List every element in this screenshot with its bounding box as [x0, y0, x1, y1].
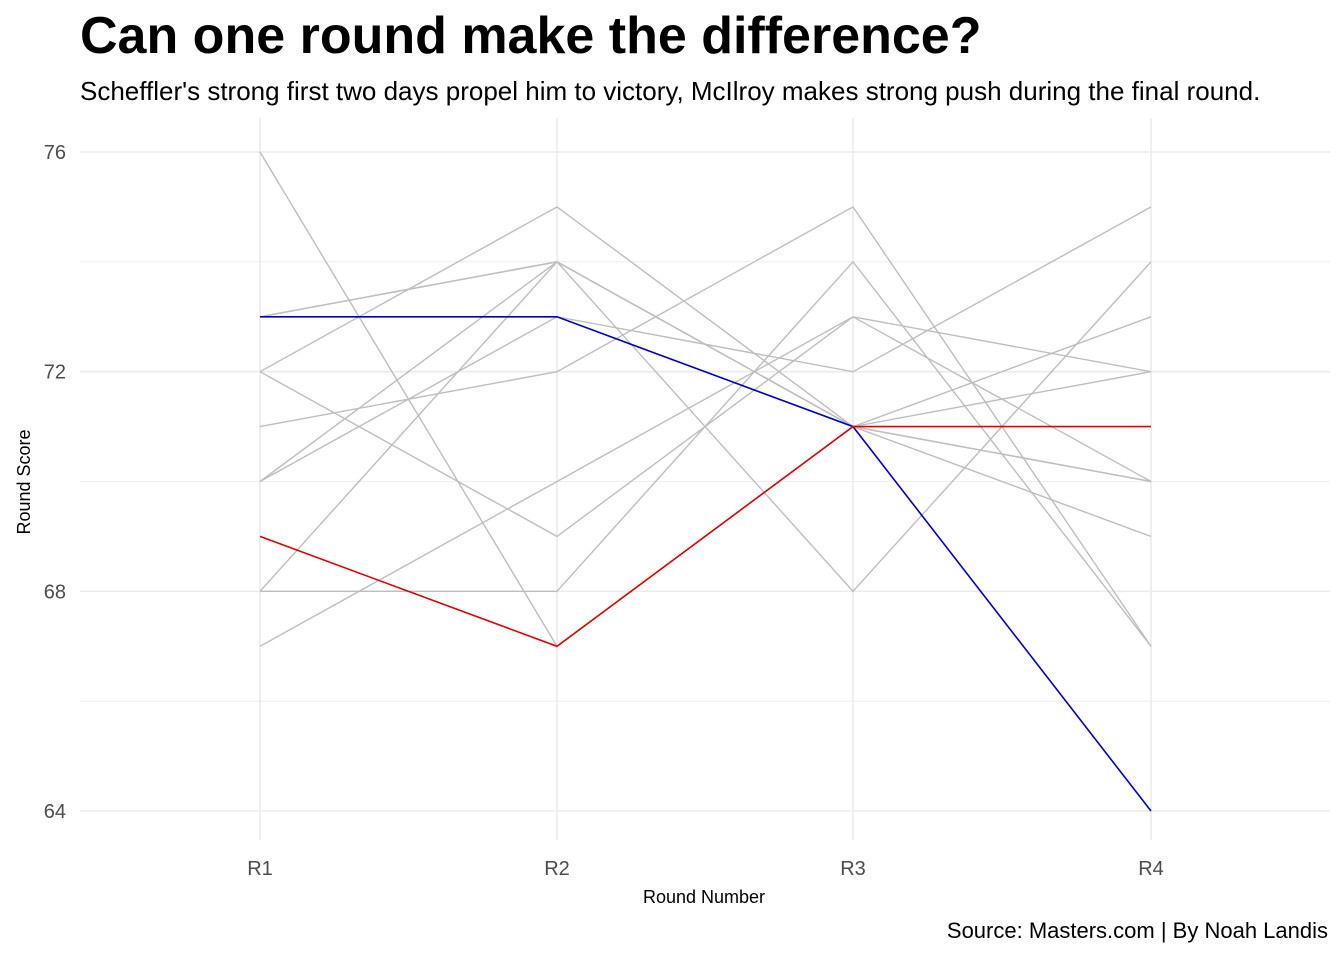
- y-tick-label: 76: [44, 142, 66, 164]
- series-lines-gray: [259, 151, 1152, 648]
- x-axis-title: Round Number: [643, 887, 765, 907]
- x-tick-label-r3: R3: [840, 858, 866, 880]
- x-tick-label-r2: R2: [544, 858, 570, 880]
- grid: [80, 118, 1330, 840]
- x-axis-ticks: R1 R2 R3 R4: [247, 858, 1164, 880]
- chart-subtitle: Scheffler's strong first two days propel…: [80, 76, 1261, 106]
- chart-caption: Source: Masters.com | By Noah Landis: [946, 918, 1328, 943]
- series-line-other-8: [259, 260, 1152, 592]
- y-tick-label: 72: [44, 362, 66, 384]
- y-axis-title: Round Score: [14, 429, 34, 534]
- series-line-red-12: [259, 425, 1151, 648]
- series-line-other-9: [260, 260, 1152, 647]
- chart-title: Can one round make the difference?: [80, 7, 982, 65]
- x-tick-label-r4: R4: [1138, 858, 1164, 880]
- x-tick-label-r1: R1: [247, 858, 273, 880]
- y-tick-label: 68: [44, 581, 66, 603]
- y-tick-label: 64: [44, 801, 66, 823]
- y-axis-ticks: 64 68 72 76: [44, 142, 66, 823]
- series-line-blue-11: [260, 315, 1152, 812]
- series-lines-highlight: [259, 315, 1152, 812]
- series-line-other-10: [259, 316, 1152, 647]
